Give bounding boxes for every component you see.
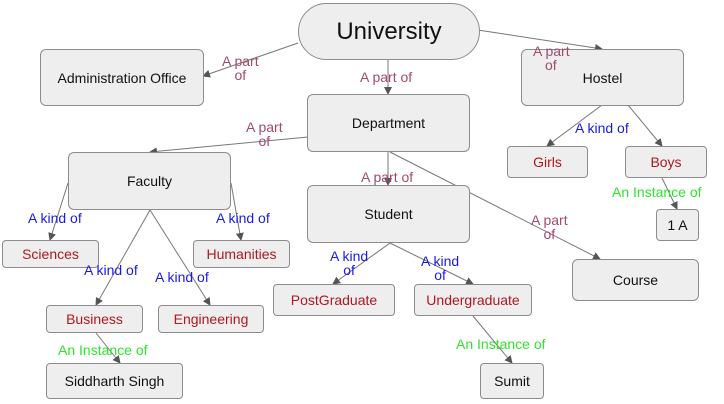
label-line: of	[258, 133, 271, 149]
label-line: of	[545, 57, 557, 73]
label-university-department: A part of	[360, 70, 412, 84]
label-line: of	[543, 226, 556, 242]
edge-university-administration	[202, 42, 299, 78]
node-postgraduate[interactable]: PostGraduate	[273, 284, 395, 316]
node-university[interactable]: University	[298, 3, 480, 60]
label-department-student: A part of	[361, 170, 413, 184]
node-faculty[interactable]: Faculty	[68, 152, 231, 210]
label-line: A part of	[360, 69, 413, 85]
label-line: A kind of	[28, 210, 82, 226]
label-university-hostel: A part of	[533, 44, 570, 72]
node-business[interactable]: Business	[46, 305, 143, 333]
node-course[interactable]: Course	[572, 259, 699, 301]
edge-business-siddharth	[95, 332, 121, 364]
label-undergraduate-instance: An Instance of	[456, 337, 546, 351]
node-student[interactable]: Student	[307, 185, 470, 243]
node-administration-office[interactable]: Administration Office	[40, 49, 204, 106]
label-line: A kind	[330, 248, 369, 264]
label-line: A kind of	[575, 120, 629, 136]
label-line: A part	[531, 212, 568, 228]
label-line: An Instance of	[612, 184, 702, 200]
label-student-postgraduate: A kind of	[330, 249, 368, 277]
node-1a[interactable]: 1 A	[656, 209, 699, 241]
label-line: A kind of	[155, 269, 209, 285]
label-line: A kind	[421, 253, 460, 269]
label-line: A kind of	[84, 262, 138, 278]
label-university-administration: A part of	[222, 54, 259, 82]
label-department-faculty: A part of	[246, 120, 283, 148]
label-line: A part	[533, 43, 570, 59]
label-hostel-kind: A kind of	[575, 121, 629, 135]
edge-university-hostel	[477, 29, 603, 52]
label-line: A part	[222, 53, 259, 69]
label-department-course: A part of	[531, 213, 568, 241]
edge-boys-1a	[661, 177, 678, 210]
node-sumit[interactable]: Sumit	[480, 363, 544, 399]
node-department[interactable]: Department	[307, 94, 470, 152]
edge-department-faculty	[149, 136, 309, 156]
edge-hostel-boys	[627, 104, 663, 147]
label-student-undergraduate: A kind of	[421, 254, 459, 282]
label-line: A part	[246, 119, 283, 135]
node-engineering[interactable]: Engineering	[158, 305, 264, 333]
label-line: A part of	[361, 169, 414, 185]
label-faculty-engineering: A kind of	[155, 270, 209, 284]
edge-faculty-business	[95, 209, 151, 306]
edge-undergraduate-sumit	[472, 315, 513, 364]
label-line: An Instance of	[58, 342, 148, 358]
edge-hostel-girls	[546, 104, 603, 147]
node-boys[interactable]: Boys	[625, 146, 707, 178]
edge-faculty-sciences	[48, 182, 69, 241]
label-faculty-sciences: A kind of	[28, 211, 82, 225]
node-siddharth-singh[interactable]: Siddharth Singh	[46, 363, 183, 399]
node-humanities[interactable]: Humanities	[193, 240, 290, 268]
label-line: of	[234, 67, 247, 83]
node-undergraduate[interactable]: Undergraduate	[414, 284, 532, 316]
label-business-instance: An Instance of	[58, 343, 148, 357]
label-line: A kind of	[216, 210, 270, 226]
edge-department-course	[389, 151, 601, 260]
label-line: of	[343, 262, 355, 278]
label-faculty-humanities: A kind of	[216, 211, 270, 225]
label-line: of	[434, 267, 446, 283]
edge-faculty-humanities	[230, 182, 244, 241]
label-boys-instance: An Instance of	[612, 185, 702, 199]
edge-faculty-engineering	[149, 209, 211, 306]
node-sciences[interactable]: Sciences	[2, 240, 99, 268]
node-girls[interactable]: Girls	[507, 146, 588, 178]
label-faculty-business: A kind of	[84, 263, 138, 277]
label-line: An Instance of	[456, 336, 546, 352]
node-hostel[interactable]: Hostel	[521, 49, 684, 106]
edge-student-postgraduate	[332, 242, 391, 285]
edge-student-undergraduate	[389, 242, 474, 285]
